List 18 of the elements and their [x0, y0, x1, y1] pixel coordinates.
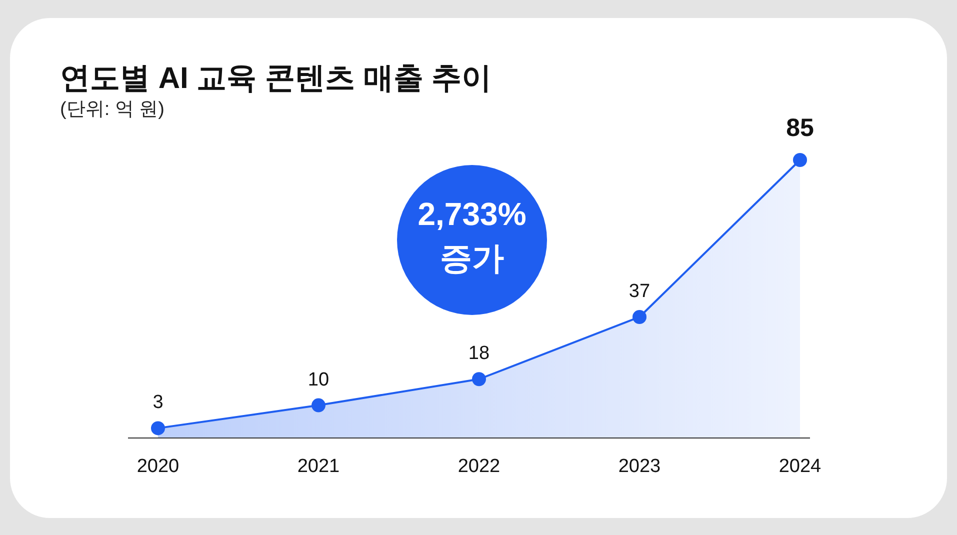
x-tick-label: 2020	[136, 456, 180, 477]
data-label: 85	[786, 114, 814, 142]
data-label: 18	[468, 343, 490, 364]
data-label: 37	[628, 280, 650, 302]
point	[312, 398, 326, 412]
point	[793, 153, 807, 167]
point	[632, 310, 646, 324]
point	[151, 421, 165, 436]
point	[472, 372, 486, 386]
x-tick-label: 2024	[778, 456, 822, 477]
x-tick-label: 2021	[297, 456, 340, 477]
annotation: 2,733% 증가	[418, 196, 526, 276]
data-label: 3	[152, 392, 164, 414]
x-tick-label: 2023	[618, 456, 661, 477]
x-tick-label: 2022	[458, 456, 500, 477]
data-label: 10	[308, 369, 330, 390]
chart-subtitle: (단위: 억 원)	[60, 99, 164, 120]
chart-title: 연도별 AI 교육 콘텐츠 매출 추이	[60, 62, 492, 95]
